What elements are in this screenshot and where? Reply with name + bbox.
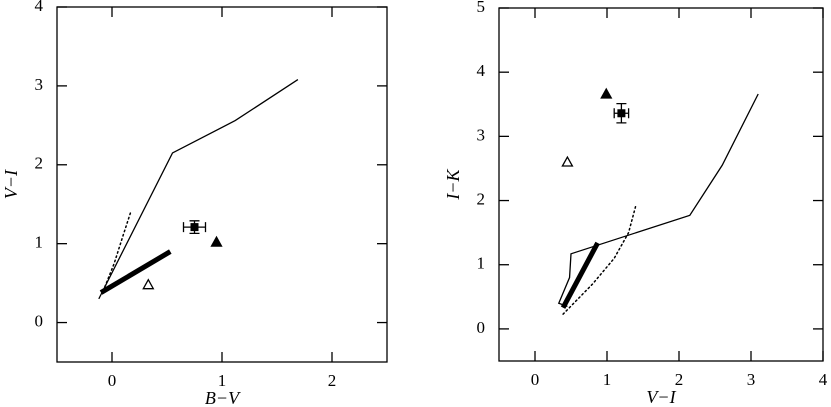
y-tick-label: 0 — [477, 318, 486, 337]
curve — [102, 211, 132, 292]
curve — [99, 249, 172, 295]
y-tick-label: 3 — [35, 75, 44, 94]
y-axis-label: I−K — [443, 168, 463, 200]
y-tick-label: 2 — [35, 154, 44, 173]
y-tick-label: 1 — [35, 233, 44, 252]
x-tick-label: 1 — [218, 371, 227, 390]
x-tick-label: 1 — [603, 370, 612, 389]
plot-frame — [498, 7, 824, 362]
x-tick-label: 2 — [328, 371, 337, 390]
x-axis-label: V−I — [646, 387, 676, 407]
y-tick-label: 4 — [477, 61, 486, 80]
x-tick-label: 2 — [675, 370, 684, 389]
y-tick-label: 4 — [35, 0, 44, 15]
y-tick-label: 2 — [477, 189, 486, 208]
y-tick-label: 1 — [477, 254, 486, 273]
x-tick-label: 4 — [819, 370, 828, 389]
open-triangle-marker — [561, 155, 574, 167]
curve — [562, 204, 637, 315]
filled-triangle-marker — [210, 235, 223, 247]
plot-frame — [56, 6, 388, 363]
y-tick-label: 3 — [477, 125, 486, 144]
open-triangle-marker — [142, 278, 155, 290]
filled-triangle-marker — [600, 87, 613, 99]
curve — [560, 241, 600, 309]
x-tick-label: 0 — [108, 371, 117, 390]
y-tick-label: 0 — [35, 311, 44, 330]
filled-square-marker — [617, 109, 626, 118]
y-tick-label: 5 — [477, 0, 486, 16]
x-tick-label: 0 — [531, 370, 540, 389]
y-axis-label: V−I — [1, 169, 21, 199]
filled-square-marker — [190, 223, 199, 232]
x-axis-label: B−V — [205, 388, 241, 407]
curve — [557, 93, 759, 308]
x-tick-label: 3 — [747, 370, 756, 389]
curve — [98, 79, 299, 300]
